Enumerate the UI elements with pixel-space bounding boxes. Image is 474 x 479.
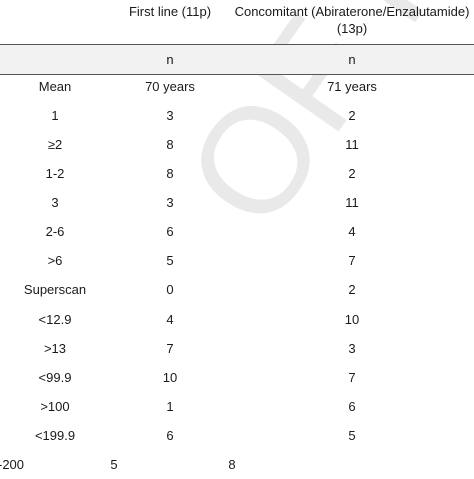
row-label: 2-6	[45, 224, 65, 239]
row-first-line: 3	[166, 195, 174, 210]
row-concomitant: 11	[345, 137, 359, 152]
row-concomitant: 11	[345, 195, 359, 210]
row-first-line: 7	[166, 341, 174, 356]
row-concomitant: 5	[348, 428, 356, 443]
row-first-line: 10	[162, 370, 178, 385]
subheader-n-concomitant: n	[348, 52, 356, 67]
table-header: First line (11p) Concomitant (Abirateron…	[0, 0, 474, 44]
row-first-line: 8	[166, 137, 174, 152]
row-concomitant: 2	[348, 166, 356, 181]
row-first-line: 3	[166, 108, 174, 123]
row-concomitant: 6	[348, 399, 356, 414]
row-first-line: 1	[166, 399, 174, 414]
row-concomitant: 2	[348, 108, 356, 123]
header-first-line: First line (11p)	[128, 4, 212, 19]
row-concomitant: 3	[348, 341, 356, 356]
subheader-rule	[0, 74, 474, 75]
row-first-line: 5	[110, 457, 118, 472]
row-label: <12.9	[38, 312, 72, 327]
row-concomitant: 7	[348, 370, 356, 385]
row-label: >6	[47, 253, 63, 268]
row-first-line: 8	[166, 166, 174, 181]
header-concomitant: Concomitant (Abiraterone/Enzalutamide) (…	[230, 3, 474, 37]
row-label: >100	[40, 399, 70, 414]
row-first-line: 70 years	[145, 79, 195, 94]
row-first-line: 6	[166, 224, 174, 239]
row-concomitant: 4	[348, 224, 356, 239]
subheader-n-first-line: n	[166, 52, 174, 67]
row-first-line: 6	[166, 428, 174, 443]
row-concomitant: 71 years	[327, 79, 377, 94]
row-concomitant: 8	[228, 457, 236, 472]
header-rule	[0, 44, 474, 45]
subheader-row: n n	[0, 45, 474, 75]
row-label: <99.9	[38, 370, 72, 385]
row-concomitant: 7	[348, 253, 356, 268]
row-label: 1-2	[45, 166, 65, 181]
row-label: 1	[51, 108, 59, 123]
row-label: Superscan	[23, 282, 87, 297]
header-concomitant-line2: (13p)	[336, 21, 368, 36]
row-label: -200	[0, 457, 25, 472]
row-label: >13	[43, 341, 67, 356]
row-label: Mean	[38, 79, 72, 94]
row-first-line: 4	[166, 312, 174, 327]
row-label: ≥2	[47, 137, 63, 152]
row-concomitant: 10	[344, 312, 360, 327]
row-first-line: 0	[166, 282, 174, 297]
row-concomitant: 2	[348, 282, 356, 297]
header-concomitant-line1: Concomitant (Abiraterone/Enzalutamide)	[234, 4, 470, 19]
row-first-line: 5	[166, 253, 174, 268]
row-label: <199.9	[34, 428, 76, 443]
row-label: 3	[51, 195, 59, 210]
